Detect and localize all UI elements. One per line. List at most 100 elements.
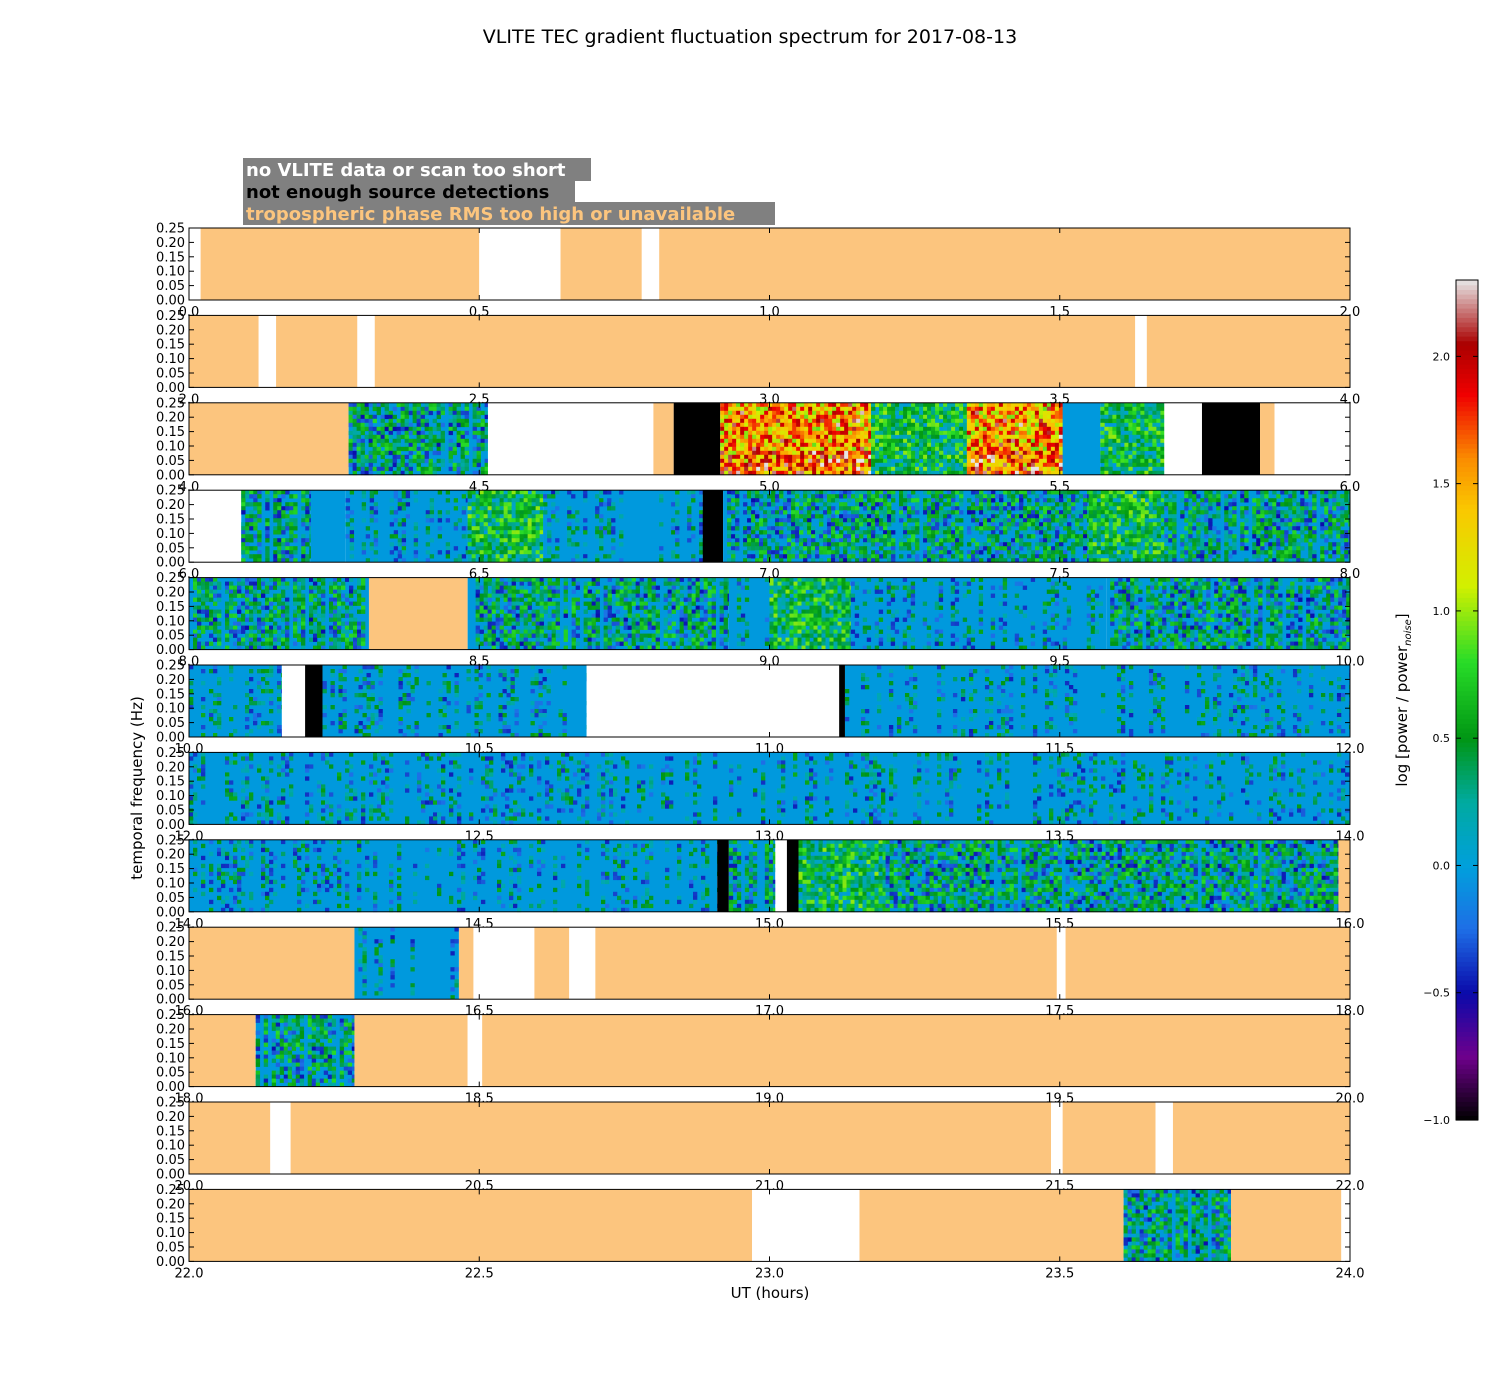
panel-12-xtick-0: 22.0	[175, 1266, 204, 1281]
panel-6-segment-6	[839, 665, 845, 737]
panel-1-segment-1	[189, 228, 201, 300]
panel-3-segment-11	[1164, 403, 1202, 475]
panel-11-segment-4	[1051, 1102, 1063, 1174]
panel-5: 0.000.050.100.150.200.258.0 8.5 9.0 9.5 10.0	[156, 571, 1364, 670]
panel-9-segment-4	[473, 927, 534, 999]
panel-11-segment-6	[1156, 1102, 1173, 1174]
panel-1-ytick-2: 0.10	[156, 265, 185, 280]
panel-2-segment-7	[1147, 315, 1350, 387]
panel-4-ytick-4: 0.20	[156, 498, 185, 513]
panel-8-ytick-3: 0.15	[156, 862, 185, 877]
panel-1-segment-6	[659, 228, 1350, 300]
panel-5-segment-5	[770, 578, 852, 650]
panel-6-ytick-2: 0.10	[156, 702, 185, 717]
panel-12-segment-1	[189, 1189, 752, 1261]
panel-5-segment-3	[468, 578, 730, 650]
panel-5-segment-2	[369, 578, 468, 650]
panel-5-segment-4	[729, 578, 770, 650]
panel-8-segment-5	[787, 840, 799, 912]
panel-1-ytick-5: 0.25	[156, 222, 185, 237]
panel-2-ytick-4: 0.20	[156, 323, 185, 338]
panel-5-ytick-5: 0.25	[156, 571, 185, 586]
panel-4-segment-6	[543, 490, 703, 562]
panel-6-ytick-1: 0.05	[156, 716, 185, 731]
panel-5-ytick-4: 0.20	[156, 586, 185, 601]
panel-12-segment-6	[1341, 1189, 1350, 1261]
panel-3-segment-10	[1100, 403, 1164, 475]
panel-10-ytick-4: 0.20	[156, 1023, 185, 1038]
colorbar-tick-0: −1.0	[1423, 1114, 1450, 1127]
panel-10-ytick-3: 0.15	[156, 1037, 185, 1052]
colorbar-tick-4: 1.0	[1433, 605, 1451, 618]
panel-4-segment-10	[1164, 490, 1350, 562]
panel-8-segment-1	[189, 840, 718, 912]
panel-9-segment-6	[569, 927, 595, 999]
panel-1-ytick-3: 0.15	[156, 250, 185, 265]
panel-8-ytick-4: 0.20	[156, 848, 185, 863]
colorbar-tick-3: 0.5	[1433, 732, 1451, 745]
panel-7-segment-1	[189, 752, 1350, 824]
panel-9-ytick-2: 0.10	[156, 964, 185, 979]
panel-9-segment-2	[354, 927, 458, 999]
panel-11-ytick-5: 0.25	[156, 1096, 185, 1111]
panel-1-ytick-1: 0.05	[156, 279, 185, 294]
panel-2-segment-4	[357, 315, 374, 387]
panel-5-ytick-1: 0.05	[156, 629, 185, 644]
panel-5-ytick-3: 0.15	[156, 600, 185, 615]
panel-2-segment-2	[259, 315, 276, 387]
panel-10-ytick-2: 0.10	[156, 1051, 185, 1066]
panel-8-segment-3	[729, 840, 776, 912]
colorbar-label: log [power / powernoise]	[1393, 613, 1414, 786]
panel-5-segment-1	[189, 578, 369, 650]
panel-10-segment-3	[354, 1015, 467, 1087]
panel-3-segment-2	[349, 403, 489, 475]
panel-4-segment-9	[1089, 490, 1165, 562]
panel-10-segment-2	[256, 1015, 355, 1087]
panel-8-segment-2	[717, 840, 729, 912]
panel-1-segment-3	[479, 228, 560, 300]
panel-3-segment-7	[871, 403, 967, 475]
panel-10-ytick-1: 0.05	[156, 1066, 185, 1081]
panel-4-segment-1	[189, 490, 241, 562]
panel-4-ytick-2: 0.10	[156, 527, 185, 542]
panel-10-segment-4	[468, 1015, 483, 1087]
panel-9-ytick-1: 0.05	[156, 978, 185, 993]
panel-11-ytick-1: 0.05	[156, 1153, 185, 1168]
panel-7-ytick-5: 0.25	[156, 746, 185, 761]
panel-11-segment-1	[189, 1102, 270, 1174]
legend-item-2: not enough source detections	[246, 182, 549, 203]
panel-9-ytick-5: 0.25	[156, 921, 185, 936]
panel-6-segment-7	[845, 665, 1350, 737]
panel-3-ytick-2: 0.10	[156, 440, 185, 455]
colorbar-tick-5: 1.5	[1433, 478, 1451, 491]
panel-4-segment-2	[241, 490, 311, 562]
panel-4-ytick-5: 0.25	[156, 484, 185, 499]
panel-10-segment-1	[189, 1015, 256, 1087]
colorbar-tick-1: −0.5	[1423, 987, 1450, 1000]
panel-2-ytick-2: 0.10	[156, 352, 185, 367]
panel-11-segment-3	[291, 1102, 1051, 1174]
panel-3-segment-9	[1063, 403, 1101, 475]
y-axis-label: temporal frequency (Hz)	[128, 696, 146, 880]
colorbar-label-sub: noise	[1403, 619, 1414, 646]
panel-4: 0.000.050.100.150.200.256.0 6.5 7.0 7.5 8.0	[156, 484, 1360, 583]
panel-5-segment-6	[851, 578, 1106, 650]
panel-8-ytick-2: 0.10	[156, 877, 185, 892]
colorbar-label-end: ]	[1393, 613, 1411, 619]
panel-6-segment-5	[587, 665, 840, 737]
panel-12-xtick-2: 23.0	[755, 1266, 784, 1281]
panel-3-segment-14	[1275, 403, 1350, 475]
panel-12-xtick-1: 22.5	[465, 1266, 494, 1281]
panel-2-segment-5	[375, 315, 1135, 387]
panel-3-segment-6	[720, 403, 871, 475]
panel-8-segment-6	[799, 840, 886, 912]
panel-8-ytick-5: 0.25	[156, 833, 185, 848]
panel-4-ytick-1: 0.05	[156, 541, 185, 556]
panel-9-segment-1	[189, 927, 354, 999]
colorbar: −1.0−0.50.00.51.01.52.0	[1423, 280, 1478, 1127]
panel-11-ytick-3: 0.15	[156, 1124, 185, 1139]
